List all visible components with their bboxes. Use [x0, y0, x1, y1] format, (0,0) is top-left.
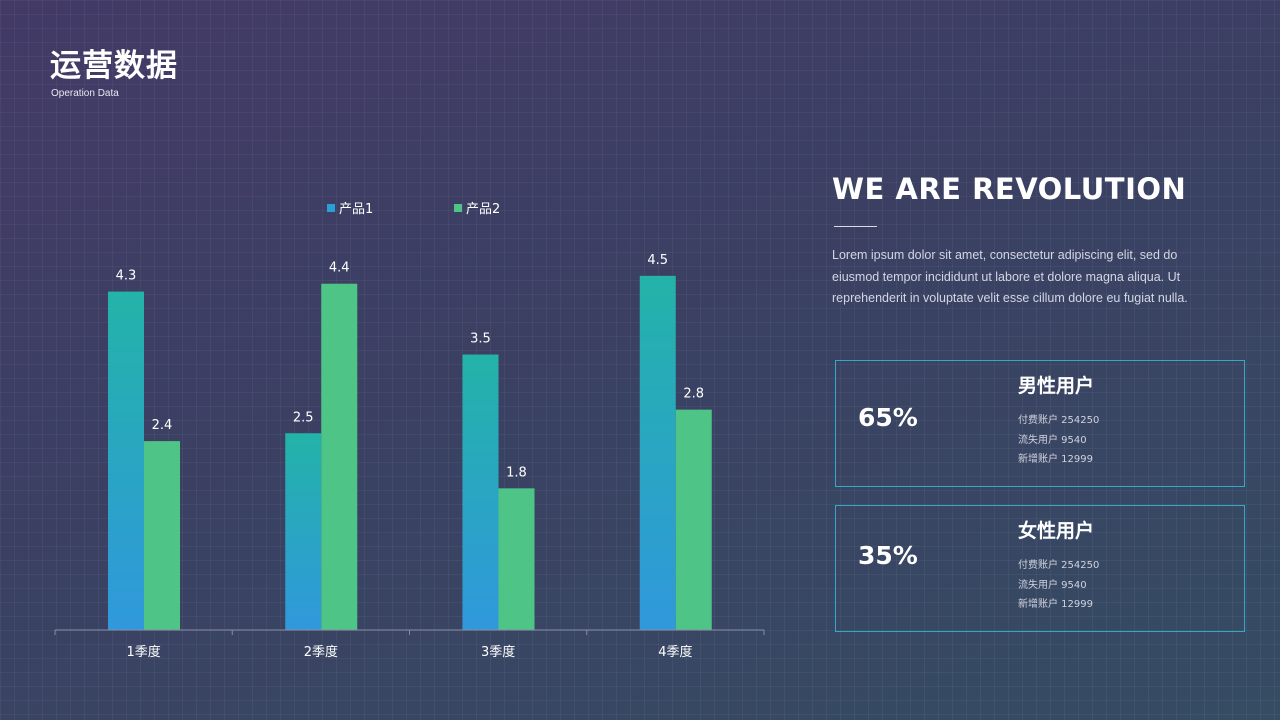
- stat-line: 新增账户 12999: [1018, 454, 1093, 465]
- x-tick-label: 1季度: [126, 644, 160, 660]
- stat-line: 流失用户 9540: [1018, 579, 1087, 591]
- bar-chart: 产品1 产品2 4.3 2.4 2.5 4.4 3.5 1.8 4.5 2.8 1季度 2季度 3季…: [54, 202, 765, 660]
- x-tick-label: 4季度: [658, 644, 692, 660]
- female-card-stats: 付费账户 254250 流失用户 9540 新增账户 12999: [1018, 556, 1099, 615]
- right-body-text: Lorem ipsum dolor sit amet, consectetur …: [832, 245, 1232, 310]
- data-label: 1.8: [506, 465, 527, 480]
- stat-line: 新增账户 12999: [1018, 599, 1093, 610]
- bar-1: [285, 433, 322, 630]
- data-label: 4.4: [329, 261, 350, 276]
- male-card-title: 男性用户: [1018, 375, 1095, 397]
- male-percent: 65%: [858, 403, 918, 432]
- stat-line: 流失用户 9540: [1018, 434, 1087, 446]
- stat-line: 付费账户 254250: [1018, 560, 1100, 571]
- data-label: 4.5: [647, 253, 668, 268]
- page-subtitle: Operation Data: [51, 88, 119, 99]
- bar-2: [321, 283, 358, 630]
- bar-1: [108, 291, 144, 630]
- data-label: 2.5: [293, 410, 314, 425]
- body-line: reprehenderit in voluptate velit esse ci…: [832, 291, 1188, 305]
- data-label: 2.4: [152, 418, 173, 433]
- x-tick-label: 3季度: [481, 644, 515, 660]
- legend-label: 产品1: [339, 202, 373, 217]
- heading-divider: [834, 226, 877, 227]
- body-line: eiusmod tempor incididunt ut labore et d…: [832, 269, 1181, 284]
- bar-2: [144, 441, 180, 630]
- female-user-card: 35% 女性用户 付费账户 254250 流失用户 9540 新增账户 1299…: [835, 505, 1245, 632]
- data-label: 3.5: [470, 332, 491, 347]
- bar-1: [639, 275, 676, 630]
- data-label: 2.8: [683, 387, 704, 402]
- right-heading: WE ARE REVOLUTION: [832, 172, 1187, 206]
- page-title: 运营数据: [50, 48, 178, 84]
- stat-line: 付费账户 254250: [1018, 415, 1100, 426]
- chart-x-axis: 1季度 2季度 3季度 4季度: [54, 629, 765, 660]
- male-user-card: 65% 男性用户 付费账户 254250 流失用户 9540 新增账户 1299…: [835, 360, 1245, 487]
- data-label: 4.3: [116, 269, 137, 284]
- chart-bars: 4.3 2.4 2.5 4.4 3.5 1.8 4.5 2.8: [108, 253, 712, 630]
- female-percent: 35%: [858, 541, 918, 570]
- female-card-title: 女性用户: [1018, 520, 1095, 542]
- bar-2: [498, 488, 535, 630]
- chart-legend: 产品1 产品2: [327, 202, 500, 217]
- bar-2: [675, 409, 712, 630]
- male-card-stats: 付费账户 254250 流失用户 9540 新增账户 12999: [1018, 411, 1099, 470]
- legend-label: 产品2: [466, 202, 500, 217]
- x-tick-label: 2季度: [304, 644, 338, 660]
- bar-1: [462, 354, 499, 630]
- body-line: Lorem ipsum dolor sit amet, consectetur …: [832, 248, 1178, 262]
- legend-swatch: [454, 204, 462, 212]
- legend-swatch: [327, 204, 335, 212]
